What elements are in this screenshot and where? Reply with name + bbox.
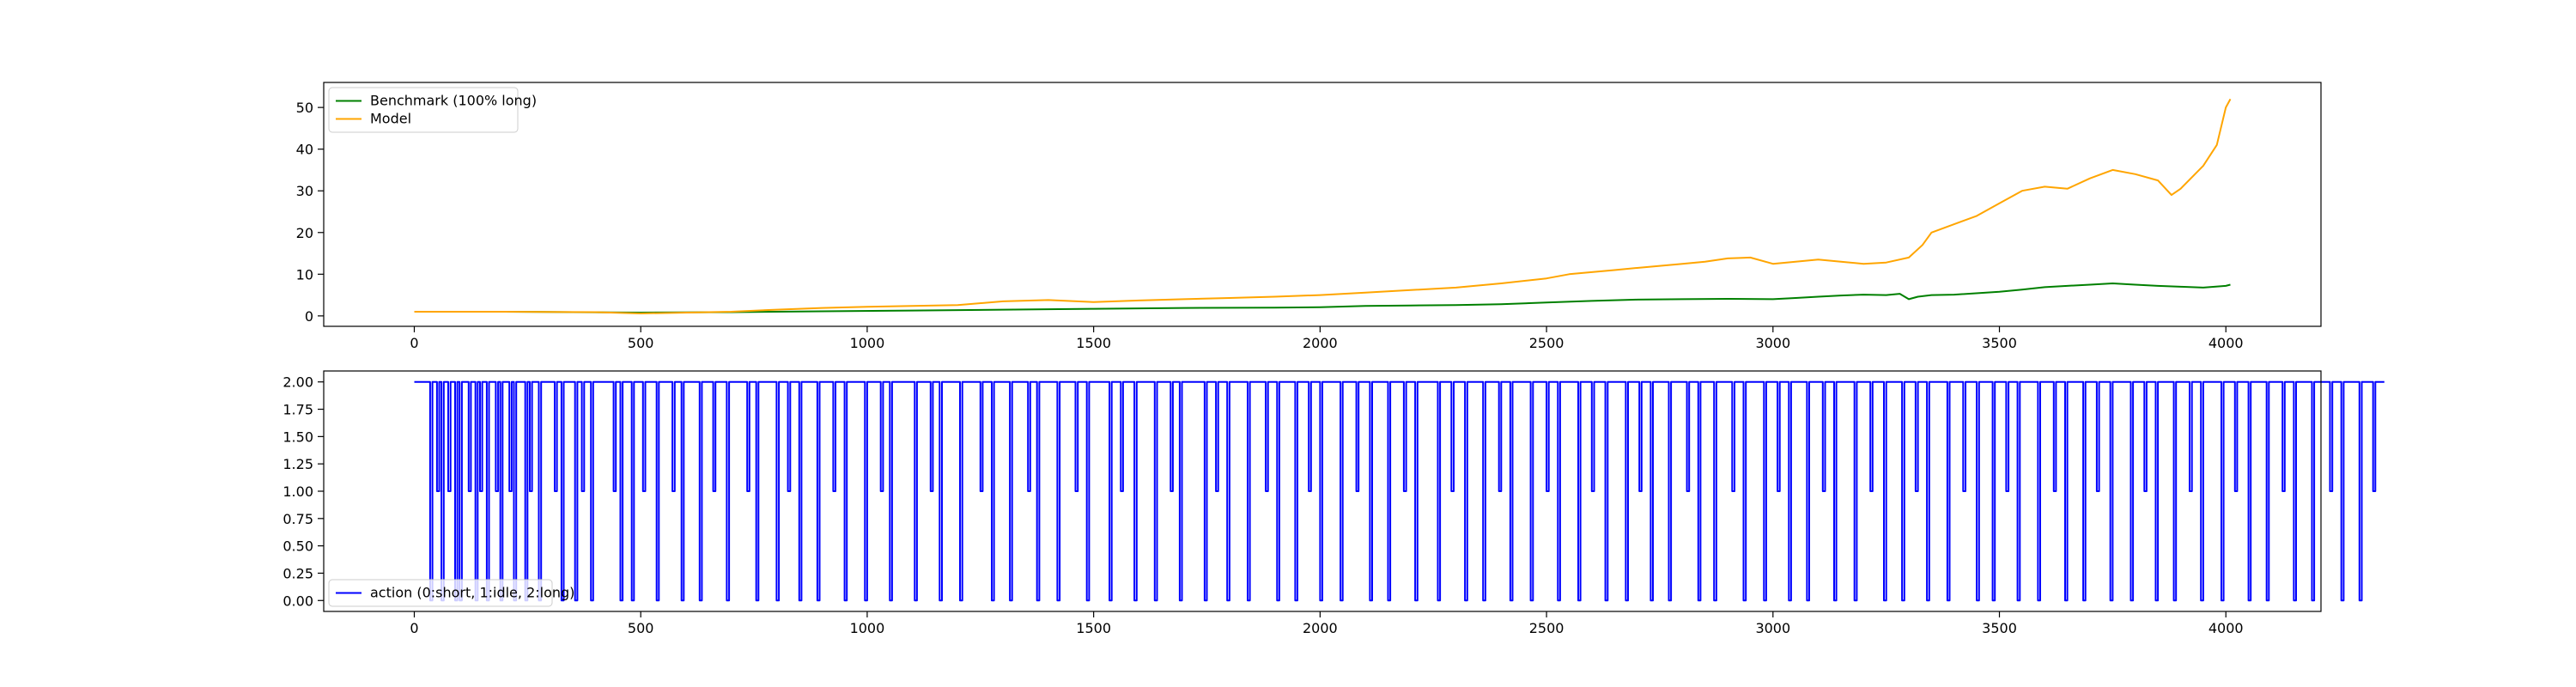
x-tick-label-0-3: 1500 bbox=[1076, 335, 1111, 351]
x-tick-label-1-3: 1500 bbox=[1076, 620, 1111, 636]
legend-box-0 bbox=[328, 87, 519, 133]
action-chart: 0 500 1000 1500 2000 2500 3000 3500 4000 0.00 0.25… bbox=[283, 370, 2385, 636]
x-tick-label-0-2: 1000 bbox=[850, 335, 885, 351]
y-tick-label-0-1: 10 bbox=[296, 266, 313, 283]
x-tick-label-0-6: 3000 bbox=[1755, 335, 1790, 351]
x-tick-label-0-4: 2000 bbox=[1303, 335, 1338, 351]
y-tick-label-0-4: 40 bbox=[296, 142, 313, 158]
x-tick-label-1-8: 4000 bbox=[2208, 620, 2244, 636]
x-tick-label-0-1: 500 bbox=[628, 335, 654, 351]
x-tick-label-1-6: 3000 bbox=[1755, 620, 1790, 636]
legend-label-0-0: Benchmark (100% long) bbox=[370, 93, 537, 109]
y-tick-label-0-0: 0 bbox=[305, 308, 313, 325]
x-tick-label-1-2: 1000 bbox=[850, 620, 885, 636]
y-tick-label-1-4: 1.00 bbox=[283, 483, 313, 500]
axes-frame-0 bbox=[323, 82, 2322, 327]
y-tick-label-1-6: 1.50 bbox=[283, 429, 313, 445]
x-tick-label-0-8: 4000 bbox=[2208, 335, 2244, 351]
x-tick-label-0-0: 0 bbox=[410, 335, 418, 351]
y-tick-label-0-3: 30 bbox=[296, 183, 313, 199]
y-tick-label-1-2: 0.50 bbox=[283, 538, 313, 555]
y-tick-label-0-5: 50 bbox=[296, 100, 313, 116]
y-tick-label-1-0: 0.00 bbox=[283, 593, 313, 609]
legend-0: Benchmark (100% long) Model bbox=[328, 87, 537, 133]
x-tick-label-0-7: 3500 bbox=[1982, 335, 2017, 351]
x-tick-label-1-1: 500 bbox=[628, 620, 654, 636]
x-tick-label-1-4: 2000 bbox=[1303, 620, 1338, 636]
legend-label-0-1: Model bbox=[370, 111, 411, 127]
y-tick-label-0-2: 20 bbox=[296, 225, 313, 241]
series-line-0-0 bbox=[414, 283, 2231, 313]
legend-box-1 bbox=[328, 579, 553, 607]
x-tick-label-1-0: 0 bbox=[410, 620, 418, 636]
portfolio-value-chart: 0 500 1000 1500 2000 2500 3000 3500 4000 0 10 20 30 4… bbox=[296, 82, 2322, 351]
x-tick-label-1-7: 3500 bbox=[1982, 620, 2017, 636]
y-tick-label-1-5: 1.25 bbox=[283, 456, 313, 472]
legend-label-1-0: action (0:short, 1:idle, 2:long) bbox=[370, 585, 574, 601]
y-tick-label-1-1: 0.25 bbox=[283, 565, 313, 581]
series-line-1-0 bbox=[414, 380, 2385, 602]
y-tick-label-1-7: 1.75 bbox=[283, 402, 313, 418]
x-tick-label-1-5: 2500 bbox=[1529, 620, 1564, 636]
y-tick-label-1-8: 2.00 bbox=[283, 374, 313, 391]
y-tick-label-1-3: 0.75 bbox=[283, 511, 313, 527]
series-line-0-1 bbox=[414, 98, 2232, 314]
legend-1: action (0:short, 1:idle, 2:long) bbox=[328, 579, 574, 607]
x-tick-label-0-5: 2500 bbox=[1529, 335, 1564, 351]
